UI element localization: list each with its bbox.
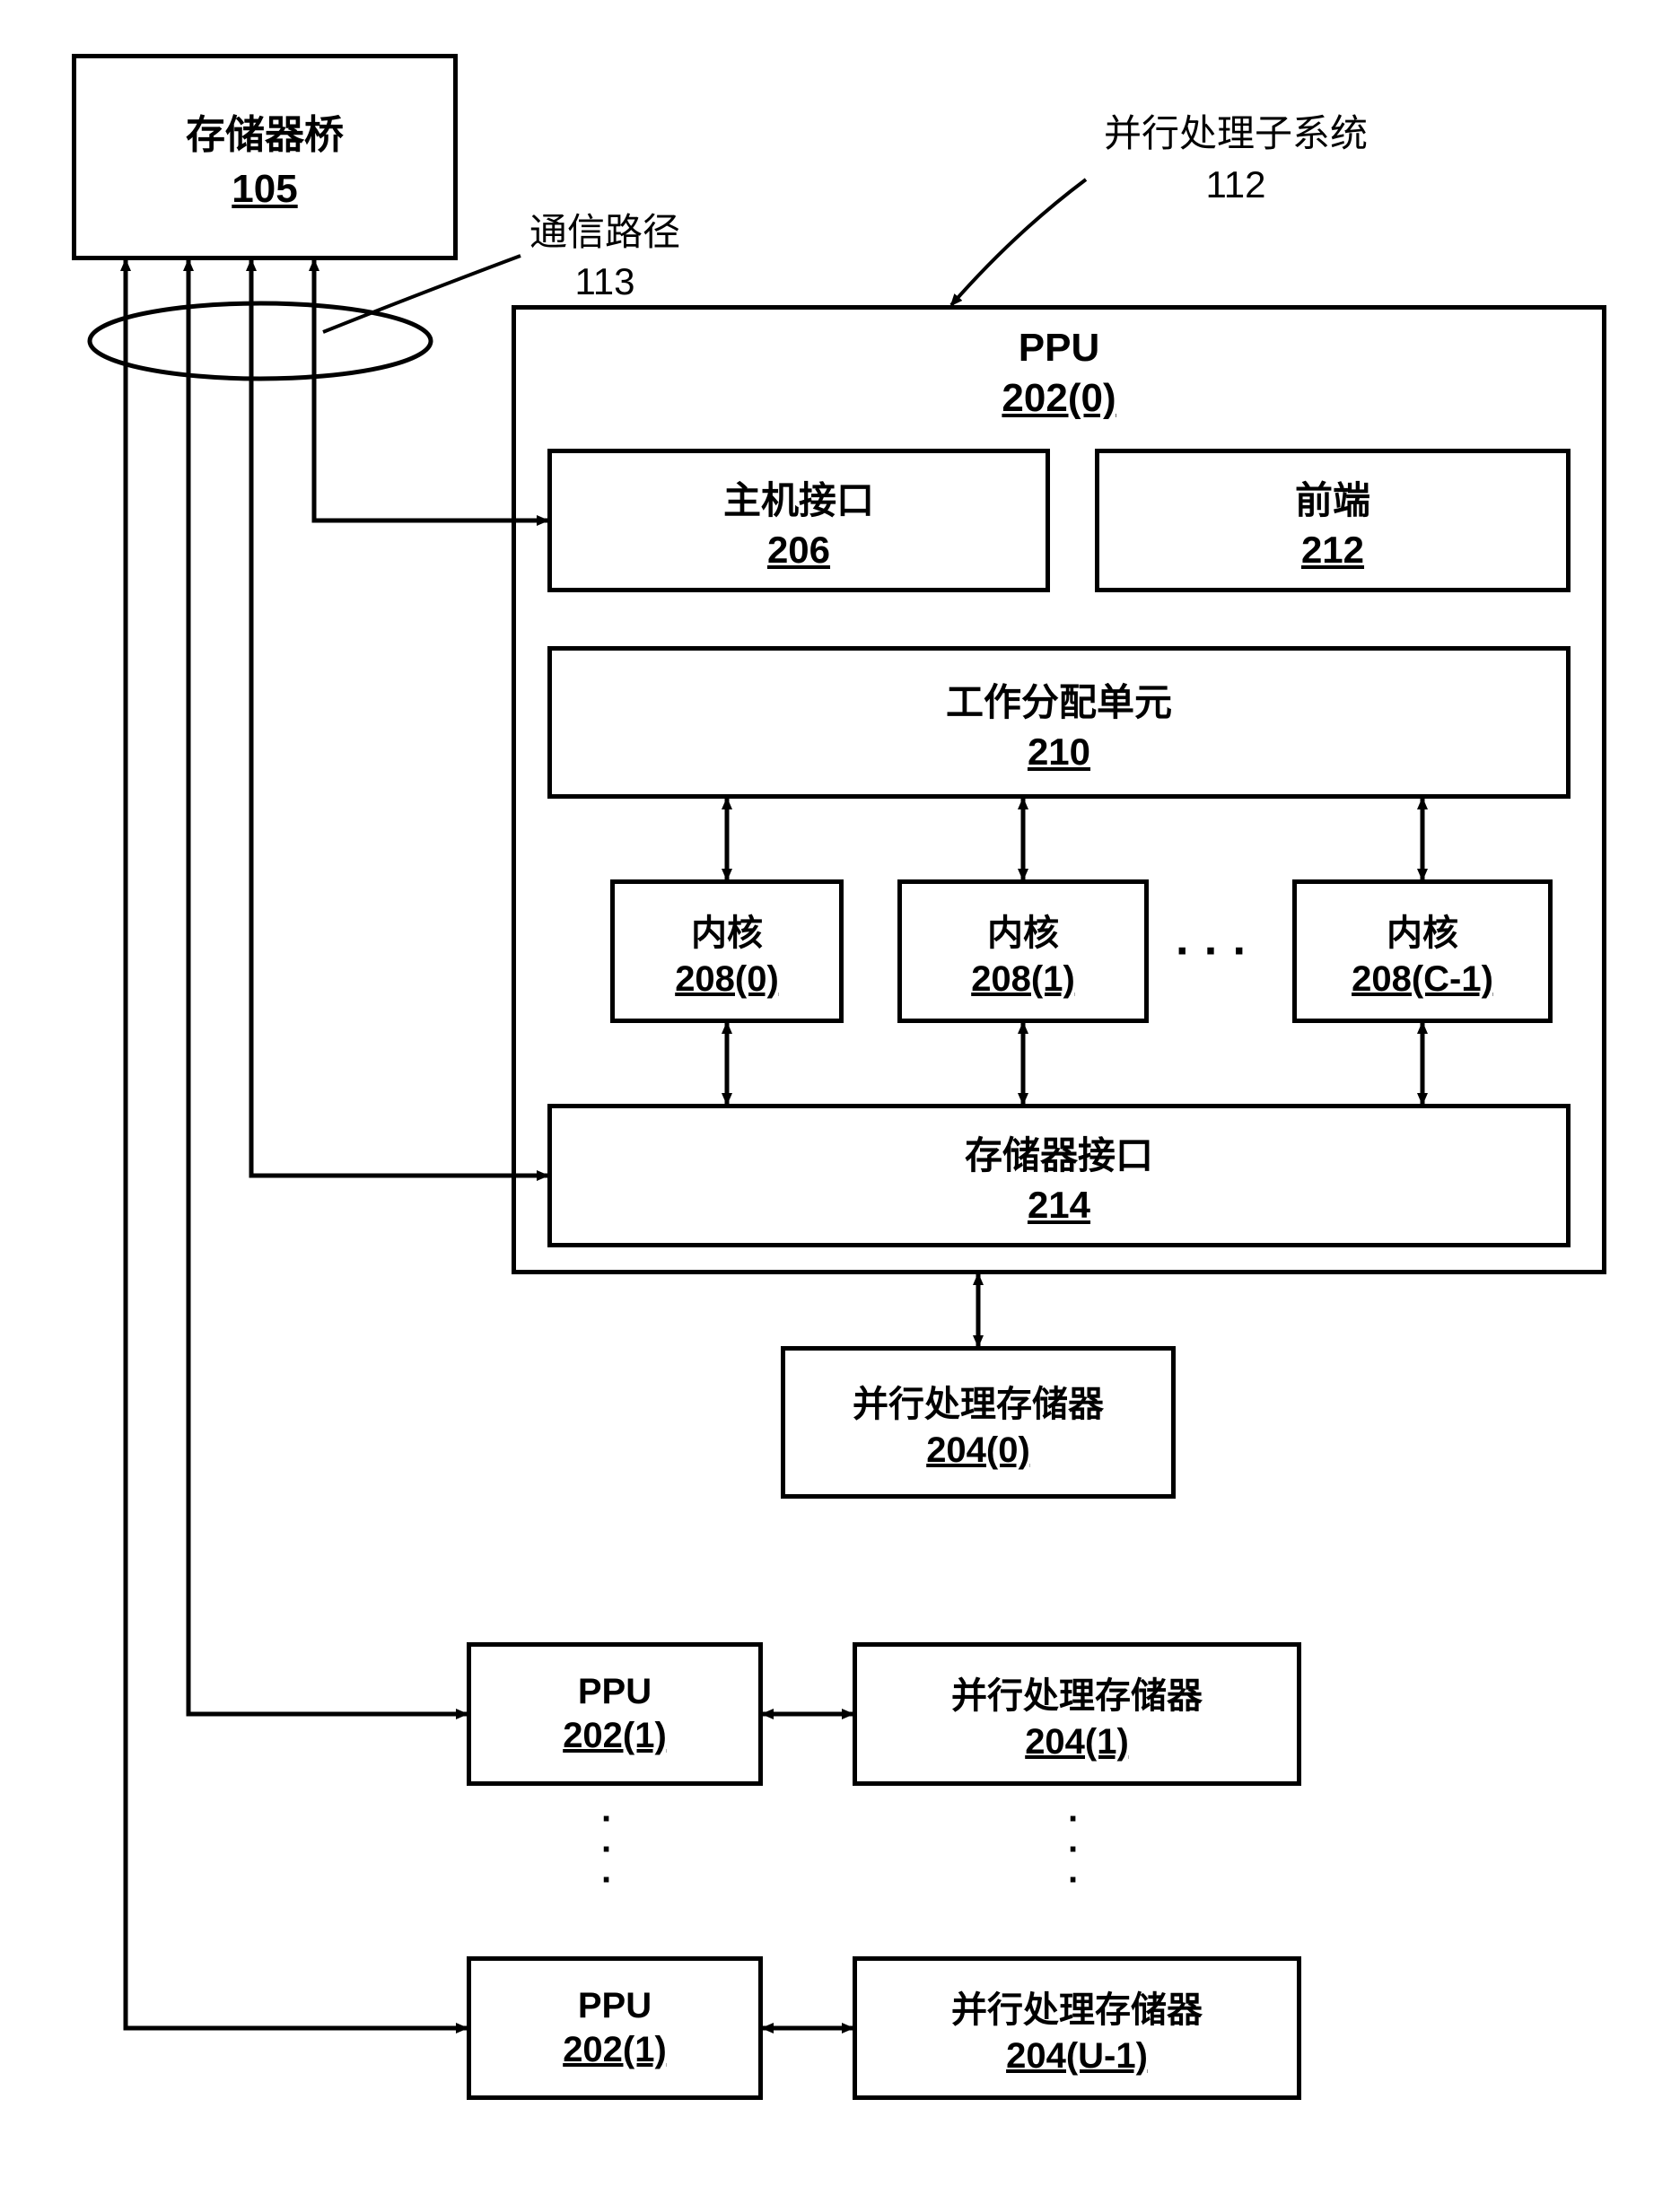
front-end-title: 前端	[1295, 470, 1370, 525]
work-dist-box: 工作分配单元 210	[547, 646, 1571, 799]
ppmem1-box: 并行处理存储器 204(1)	[853, 1642, 1301, 1786]
core0-title: 内核	[691, 904, 763, 956]
ppu0-ref: 202(0)	[1002, 376, 1116, 421]
subsystem-text: 并行处理子系统	[1104, 103, 1368, 158]
ppmem1-ref: 204(1)	[1025, 1722, 1129, 1762]
memory-bridge-box: 存储器桥 105	[72, 54, 458, 260]
ppu1-ref: 202(1)	[563, 1716, 667, 1756]
core0-ref: 208(0)	[675, 959, 779, 1000]
mem-vdots: · · ·	[1068, 1804, 1080, 1895]
mem-if-box: 存储器接口 214	[547, 1104, 1571, 1247]
ppu-vdots: · · ·	[601, 1804, 613, 1895]
comm-path-label: 通信路径 113	[529, 202, 680, 303]
core1-title: 内核	[987, 904, 1059, 956]
ppmem0-title: 并行处理存储器	[853, 1375, 1104, 1427]
work-dist-title: 工作分配单元	[946, 672, 1172, 727]
coreC-ref: 208(C-1)	[1352, 959, 1493, 1000]
host-if-title: 主机接口	[723, 470, 874, 525]
ppuU-title: PPU	[578, 1986, 652, 2026]
ppmem1-title: 并行处理存储器	[951, 1666, 1203, 1719]
work-dist-ref: 210	[1028, 730, 1090, 774]
comm-path-num: 113	[529, 260, 680, 303]
core0-box: 内核 208(0)	[610, 879, 844, 1023]
ppmemU-box: 并行处理存储器 204(U-1)	[853, 1956, 1301, 2100]
front-end-box: 前端 212	[1095, 449, 1571, 592]
comm-path-text: 通信路径	[529, 202, 680, 257]
ppu1-box: PPU 202(1)	[467, 1642, 763, 1786]
diagram-canvas: 存储器桥 105 通信路径 113 并行处理子系统 112 PPU 202(0)…	[0, 0, 1680, 2204]
ppmemU-title: 并行处理存储器	[951, 1981, 1203, 2033]
coreC-title: 内核	[1387, 904, 1458, 956]
ppmemU-ref: 204(U-1)	[1006, 2036, 1148, 2077]
core-ellipsis: · · ·	[1176, 924, 1248, 978]
host-if-box: 主机接口 206	[547, 449, 1050, 592]
core1-box: 内核 208(1)	[897, 879, 1149, 1023]
host-if-ref: 206	[767, 529, 830, 572]
ppmem0-box: 并行处理存储器 204(0)	[781, 1346, 1176, 1499]
coreC-box: 内核 208(C-1)	[1292, 879, 1553, 1023]
front-end-ref: 212	[1301, 529, 1364, 572]
subsystem-label: 并行处理子系统 112	[1104, 103, 1368, 206]
ppmem0-ref: 204(0)	[926, 1430, 1030, 1471]
ppuU-ref: 202(1)	[563, 2030, 667, 2070]
memory-bridge-ref: 105	[232, 167, 297, 212]
memory-bridge-title: 存储器桥	[186, 102, 344, 160]
core1-ref: 208(1)	[971, 959, 1075, 1000]
subsystem-num: 112	[1104, 163, 1368, 206]
mem-if-title: 存储器接口	[965, 1125, 1153, 1180]
ppuU-box: PPU 202(1)	[467, 1956, 763, 2100]
ppu1-title: PPU	[578, 1672, 652, 1712]
mem-if-ref: 214	[1028, 1184, 1090, 1227]
ppu0-title: PPU	[1019, 326, 1099, 371]
